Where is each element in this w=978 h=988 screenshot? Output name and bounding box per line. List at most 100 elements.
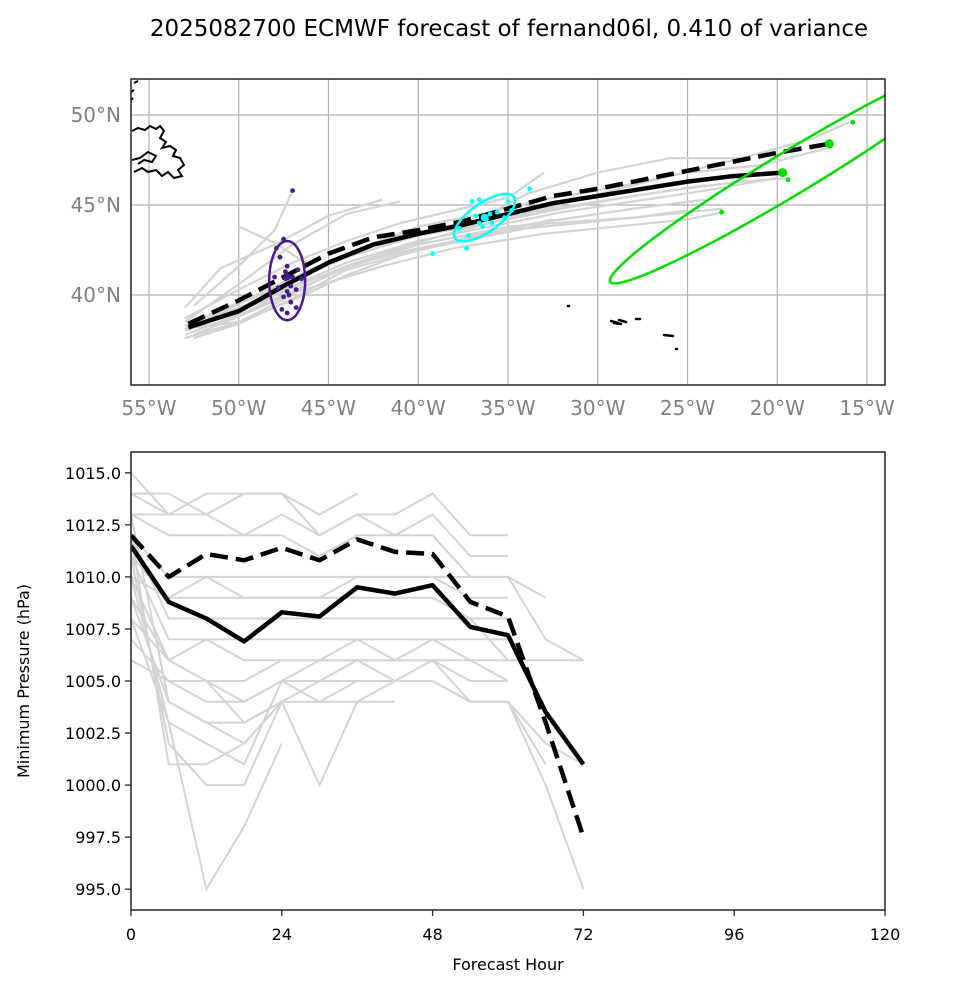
pressure-panel: 0 24 48 72 96 120 995.0 997.5 1000.0 1002.5 1005.… <box>14 451 900 974</box>
ensemble-track-line <box>193 294 294 329</box>
ensemble-track-line <box>471 157 742 224</box>
ensemble-position-points <box>272 119 856 316</box>
deterministic-track-endpoint <box>824 139 834 149</box>
pressure-x-tick-label: 24 <box>272 925 292 944</box>
map-x-tick-label: 25°W <box>660 396 715 420</box>
ensemble-track-line <box>184 171 545 320</box>
coastline-newfoundland <box>131 80 186 180</box>
ensemble-position-point <box>466 233 471 239</box>
ensemble-position-point <box>282 269 288 274</box>
coastline-azores <box>566 304 679 351</box>
ensemble-position-point <box>502 215 507 221</box>
ensemble-position-point <box>290 274 295 280</box>
pressure-y-ticks: 995.0 997.5 1000.0 1002.5 1005.0 1007.5 1010.0… <box>65 464 131 899</box>
ensemble-member-line <box>131 555 508 641</box>
ensemble-position-point <box>850 119 856 125</box>
ensemble-position-point <box>286 292 292 298</box>
ensemble-position-point <box>489 220 495 226</box>
deterministic-pressure-line <box>131 533 586 838</box>
ensemble-position-point <box>275 285 281 291</box>
ensemble-member-line <box>131 555 283 787</box>
ensemble-position-point <box>480 224 486 230</box>
map-y-tick-label: 45°N <box>71 193 121 217</box>
deterministic-track-line <box>187 141 830 326</box>
ensemble-track-line <box>184 209 688 340</box>
mean-48h-marker <box>480 213 489 222</box>
ensemble-position-point <box>295 267 301 273</box>
y-axis-label: Minimum Pressure (hPa) <box>14 584 33 778</box>
map-y-tick-label: 40°N <box>71 283 121 307</box>
ensemble-track-line <box>238 225 312 268</box>
pressure-y-tick-label: 1005.0 <box>65 672 121 691</box>
ensemble-position-point <box>288 299 294 305</box>
uncertainty-ellipse-96h <box>608 94 885 285</box>
pressure-y-tick-label: 1015.0 <box>65 464 121 483</box>
map-y-tick-labels: 40°N 45°N 50°N <box>71 103 121 307</box>
ensemble-track-line <box>193 190 294 307</box>
ensemble-track-line <box>184 211 724 331</box>
ensemble-member-line <box>131 513 508 558</box>
ensemble-position-point <box>473 213 479 219</box>
ensemble-position-point <box>279 307 285 312</box>
pressure-y-tick-label: 1010.0 <box>65 568 121 587</box>
ensemble-position-point <box>476 197 482 203</box>
ensemble-position-point <box>281 236 286 242</box>
ensemble-member-line <box>131 576 283 892</box>
ensemble-position-point <box>487 211 493 217</box>
ensemble-position-point <box>469 199 475 204</box>
pressure-y-tick-label: 1007.5 <box>65 620 121 639</box>
ensemble-position-point <box>274 245 279 251</box>
pressure-x-tick-label: 0 <box>126 925 136 944</box>
ensemble-position-point <box>494 209 500 215</box>
ensemble-position-point <box>284 289 290 294</box>
ensemble-position-point <box>290 188 295 194</box>
map-y-tick-label: 50°N <box>71 103 121 127</box>
ensemble-position-point <box>284 263 290 269</box>
ensemble-track-line <box>184 200 401 323</box>
map-frame <box>130 78 886 386</box>
ensemble-position-point <box>272 274 278 280</box>
mean-24h-marker <box>283 273 291 281</box>
ensemble-position-point <box>299 276 304 282</box>
map-x-tick-label: 55°W <box>121 396 176 420</box>
pressure-x-tick-label: 96 <box>724 925 744 944</box>
figure-title: 2025082700 ECMWF forecast of fernand06l,… <box>150 16 868 42</box>
x-axis-label: Forecast Hour <box>452 955 564 974</box>
coastlines <box>131 80 679 351</box>
map-x-tick-label: 30°W <box>570 396 625 420</box>
ensemble-position-point <box>476 220 482 226</box>
ensemble-position-point <box>464 245 470 251</box>
mean-track-endpoint <box>778 168 788 178</box>
pressure-main-lines <box>131 533 586 838</box>
pressure-y-tick-label: 1002.5 <box>65 724 121 743</box>
ensemble-position-point <box>284 310 290 316</box>
ensemble-position-point <box>527 186 532 192</box>
mean-pressure-line <box>131 544 586 766</box>
ensemble-member-lines <box>131 472 585 892</box>
uncertainty-ellipse-24h <box>267 239 307 322</box>
ensemble-track-line <box>193 223 545 340</box>
ensemble-position-point <box>719 209 725 215</box>
map-x-tick-label: 50°W <box>211 396 266 420</box>
map-x-tick-label: 15°W <box>839 396 894 420</box>
pressure-x-ticks: 0 24 48 72 96 120 <box>126 910 900 944</box>
ensemble-position-point <box>505 199 511 204</box>
track-map-panel: 55°W 50°W 45°W 40°W 35°W 30°W 25°W 20°W 15°W 40°… <box>71 78 895 420</box>
ensemble-position-point <box>277 254 283 260</box>
map-x-tick-label: 35°W <box>480 396 535 420</box>
pressure-x-tick-label: 120 <box>870 925 901 944</box>
map-x-tick-labels: 55°W 50°W 45°W 40°W 35°W 30°W 25°W 20°W 15°W <box>121 396 895 420</box>
ensemble-position-point <box>293 305 299 310</box>
ensemble-position-point <box>430 251 435 256</box>
ensemble-position-point <box>509 208 514 213</box>
pressure-y-tick-label: 1012.5 <box>65 516 121 535</box>
pressure-x-tick-label: 48 <box>422 925 442 944</box>
ensemble-member-line <box>131 618 358 766</box>
ensemble-position-point <box>457 226 462 231</box>
map-x-tick-label: 45°W <box>301 396 356 420</box>
pressure-y-tick-label: 995.0 <box>75 880 121 899</box>
ensemble-position-point <box>288 283 294 289</box>
ensemble-member-line <box>131 617 509 703</box>
pressure-y-tick-label: 997.5 <box>75 828 121 847</box>
ensemble-position-point <box>293 287 299 292</box>
